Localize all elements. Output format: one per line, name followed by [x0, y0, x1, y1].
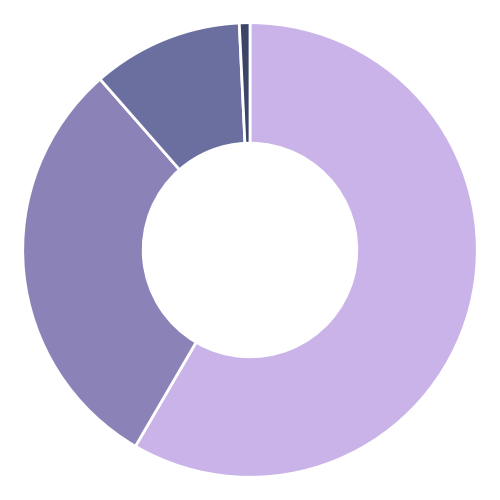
- Wedge shape: [239, 22, 250, 144]
- Wedge shape: [100, 23, 245, 170]
- Wedge shape: [136, 22, 477, 477]
- Wedge shape: [22, 79, 196, 446]
